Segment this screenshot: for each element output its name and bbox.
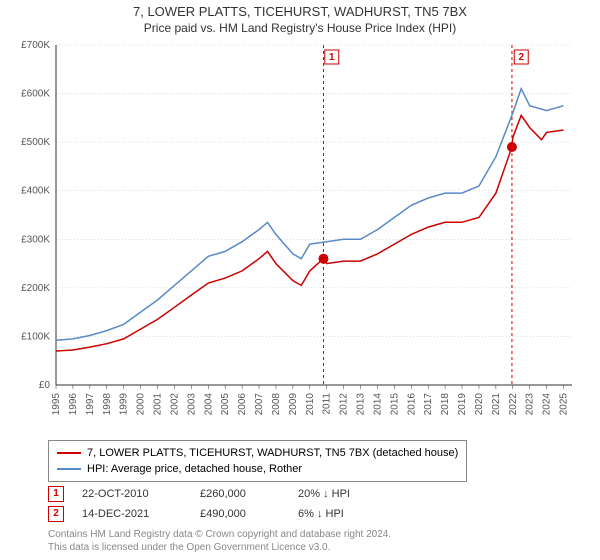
svg-text:1997: 1997 (85, 393, 96, 416)
legend-label-property: 7, LOWER PLATTS, TICEHURST, WADHURST, TN… (87, 445, 458, 461)
svg-text:2023: 2023 (525, 393, 536, 416)
transaction-price-1: £260,000 (200, 484, 280, 504)
footer-line2: This data is licensed under the Open Gov… (48, 541, 391, 554)
svg-text:2011: 2011 (322, 393, 333, 415)
svg-text:£100K: £100K (21, 331, 50, 342)
svg-text:1999: 1999 (119, 393, 130, 416)
chart-svg: £0 £100K £200K £300K £400K £500K £600K £700K 199… (10, 39, 580, 429)
svg-text:2: 2 (518, 52, 524, 63)
transaction-date-1: 22-OCT-2010 (82, 484, 182, 504)
svg-text:2013: 2013 (356, 393, 367, 416)
svg-text:2001: 2001 (153, 393, 164, 416)
footer-line1: Contains HM Land Registry data © Crown c… (48, 528, 391, 541)
chart-container: 7, LOWER PLATTS, TICEHURST, WADHURST, TN… (0, 0, 600, 560)
legend: 7, LOWER PLATTS, TICEHURST, WADHURST, TN… (48, 440, 467, 482)
legend-swatch-hpi (57, 468, 81, 470)
svg-text:2004: 2004 (203, 393, 214, 416)
chart-plot-area: £0 £100K £200K £300K £400K £500K £600K £700K 199… (10, 39, 580, 429)
svg-text:2005: 2005 (220, 393, 231, 416)
legend-label-hpi: HPI: Average price, detached house, Roth… (87, 461, 302, 477)
svg-text:2016: 2016 (406, 393, 417, 416)
svg-text:2025: 2025 (559, 393, 570, 416)
svg-text:2009: 2009 (288, 393, 299, 416)
svg-text:£500K: £500K (21, 137, 50, 148)
svg-text:2010: 2010 (305, 393, 316, 416)
svg-text:1995: 1995 (51, 393, 62, 416)
svg-text:£300K: £300K (21, 234, 50, 245)
transaction-row-1: 1 22-OCT-2010 £260,000 20% ↓ HPI (48, 484, 378, 504)
transaction-date-2: 14-DEC-2021 (82, 504, 182, 524)
svg-text:2000: 2000 (136, 393, 147, 416)
svg-text:2008: 2008 (271, 393, 282, 416)
svg-text:2022: 2022 (508, 393, 519, 416)
chart-title-line1: 7, LOWER PLATTS, TICEHURST, WADHURST, TN… (0, 0, 600, 19)
transaction-diff-2: 6% ↓ HPI (298, 504, 378, 524)
svg-text:2017: 2017 (423, 393, 434, 416)
legend-swatch-property (57, 452, 81, 454)
svg-text:2015: 2015 (389, 393, 400, 416)
svg-text:2007: 2007 (254, 393, 265, 416)
legend-item-property: 7, LOWER PLATTS, TICEHURST, WADHURST, TN… (57, 445, 458, 461)
svg-text:1998: 1998 (102, 393, 113, 416)
svg-text:2019: 2019 (457, 393, 468, 416)
svg-text:£600K: £600K (21, 89, 50, 100)
transaction-diff-1: 20% ↓ HPI (298, 484, 378, 504)
svg-text:£200K: £200K (21, 283, 50, 294)
svg-text:£0: £0 (39, 380, 51, 391)
svg-text:2014: 2014 (372, 393, 383, 416)
legend-item-hpi: HPI: Average price, detached house, Roth… (57, 461, 458, 477)
transactions-table: 1 22-OCT-2010 £260,000 20% ↓ HPI 2 14-DE… (48, 484, 378, 524)
svg-text:2006: 2006 (237, 393, 248, 416)
transaction-price-2: £490,000 (200, 504, 280, 524)
svg-text:2012: 2012 (339, 393, 350, 416)
svg-text:1: 1 (329, 52, 335, 63)
svg-text:2021: 2021 (491, 393, 502, 416)
transaction-row-2: 2 14-DEC-2021 £490,000 6% ↓ HPI (48, 504, 378, 524)
svg-text:2018: 2018 (440, 393, 451, 416)
transaction-badge-2: 2 (48, 506, 64, 522)
chart-title-line2: Price paid vs. HM Land Registry's House … (0, 19, 600, 39)
footer-attribution: Contains HM Land Registry data © Crown c… (48, 528, 391, 554)
svg-text:£700K: £700K (21, 40, 50, 51)
transaction-badge-1: 1 (48, 486, 64, 502)
svg-text:2020: 2020 (474, 393, 485, 416)
svg-text:2002: 2002 (169, 393, 180, 416)
svg-text:1996: 1996 (68, 393, 79, 416)
svg-text:2003: 2003 (186, 393, 197, 416)
svg-text:2024: 2024 (542, 393, 553, 416)
svg-text:£400K: £400K (21, 186, 50, 197)
